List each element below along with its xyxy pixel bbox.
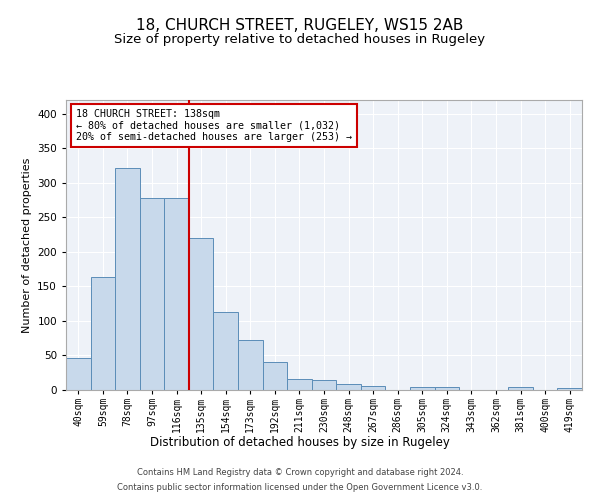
Text: 18, CHURCH STREET, RUGELEY, WS15 2AB: 18, CHURCH STREET, RUGELEY, WS15 2AB [136, 18, 464, 32]
Bar [508, 387, 533, 390]
Bar [557, 388, 582, 390]
Bar [312, 380, 336, 390]
Y-axis label: Number of detached properties: Number of detached properties [22, 158, 32, 332]
Text: Distribution of detached houses by size in Rugeley: Distribution of detached houses by size … [150, 436, 450, 449]
Bar [434, 387, 459, 390]
Bar [189, 238, 214, 390]
Bar [336, 384, 361, 390]
Text: Contains HM Land Registry data © Crown copyright and database right 2024.: Contains HM Land Registry data © Crown c… [137, 468, 463, 477]
Bar [115, 168, 140, 390]
Text: 18 CHURCH STREET: 138sqm
← 80% of detached houses are smaller (1,032)
20% of sem: 18 CHURCH STREET: 138sqm ← 80% of detach… [76, 108, 352, 142]
Bar [91, 277, 115, 390]
Bar [66, 358, 91, 390]
Bar [214, 312, 238, 390]
Bar [410, 387, 434, 390]
Bar [140, 198, 164, 390]
Bar [238, 340, 263, 390]
Text: Size of property relative to detached houses in Rugeley: Size of property relative to detached ho… [115, 32, 485, 46]
Bar [361, 386, 385, 390]
Bar [287, 379, 312, 390]
Bar [263, 362, 287, 390]
Text: Contains public sector information licensed under the Open Government Licence v3: Contains public sector information licen… [118, 483, 482, 492]
Bar [164, 198, 189, 390]
